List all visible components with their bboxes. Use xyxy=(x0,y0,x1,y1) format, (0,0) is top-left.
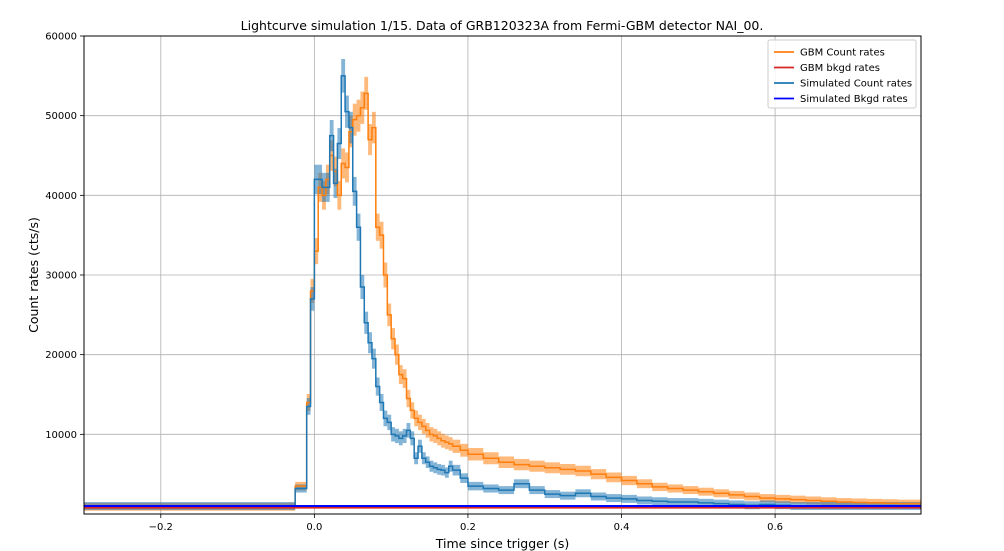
legend-box xyxy=(767,39,917,109)
x-tick-label: 0.4 xyxy=(614,522,630,533)
y-tick-label: 50000 xyxy=(45,111,77,122)
y-tick-label: 40000 xyxy=(45,191,77,202)
x-tick-label: 0.2 xyxy=(460,522,476,533)
simulated-count-rates-line xyxy=(84,75,921,507)
legend-label-simulated-bkgd-rates: Simulated Bkgd rates xyxy=(800,94,908,105)
x-tick-label: −0.2 xyxy=(149,522,173,533)
plot-area xyxy=(83,35,922,515)
y-tick-label: 20000 xyxy=(45,350,77,361)
y-tick-label: 10000 xyxy=(45,430,77,441)
legend-label-gbm-count-rates: GBM Count rates xyxy=(800,48,885,59)
y-axis-label: Count rates (cts/s) xyxy=(26,217,41,333)
y-axis: 10000 20000 30000 40000 50000 60000 xyxy=(45,32,84,441)
x-axis: −0.2 0.0 0.2 0.4 0.6 xyxy=(149,514,783,533)
gbm-count-rates-line xyxy=(84,92,921,508)
x-tick-label: 0.6 xyxy=(767,522,783,533)
series-lines xyxy=(84,75,921,509)
y-tick-label: 30000 xyxy=(45,271,77,282)
y-tick-label: 60000 xyxy=(45,32,77,43)
legend: GBM Count rates GBM bkgd rates Simulated C… xyxy=(767,39,917,109)
x-axis-label: Time since trigger (s) xyxy=(435,536,569,551)
legend-label-simulated-count-rates: Simulated Count rates xyxy=(800,79,912,90)
x-tick-label: 0.0 xyxy=(306,522,322,533)
chart-title: Lightcurve simulation 1/15. Data of GRB1… xyxy=(241,18,764,33)
legend-label-gbm-bkgd-rates: GBM bkgd rates xyxy=(800,63,880,74)
